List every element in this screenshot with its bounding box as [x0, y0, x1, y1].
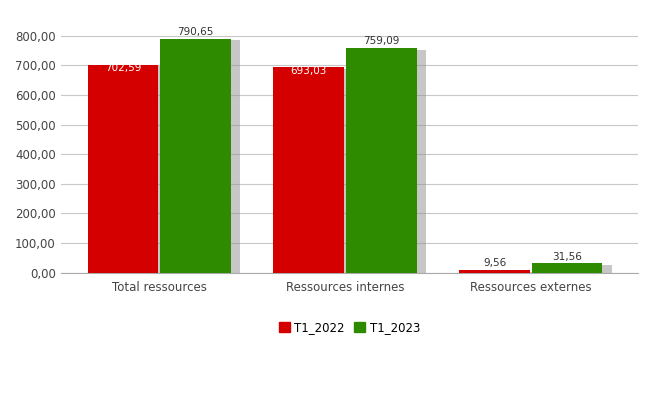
Bar	[346, 48, 417, 273]
Bar	[169, 40, 240, 274]
Legend: T1_2022, T1_2023: T1_2022, T1_2023	[274, 316, 425, 339]
Text: 702,59: 702,59	[104, 63, 141, 73]
Bar	[88, 64, 158, 273]
Bar	[97, 66, 167, 274]
Bar	[274, 68, 344, 273]
Text: 759,09: 759,09	[363, 36, 400, 46]
Bar	[541, 265, 612, 274]
Bar	[160, 38, 231, 273]
Text: 31,56: 31,56	[552, 252, 582, 262]
Bar	[283, 69, 353, 274]
Bar	[532, 263, 603, 273]
Text: 693,03: 693,03	[291, 66, 327, 76]
Text: 9,56: 9,56	[483, 258, 506, 268]
Text: 790,65: 790,65	[177, 27, 214, 37]
Bar	[469, 272, 539, 274]
Bar	[355, 50, 426, 274]
Bar	[459, 270, 530, 273]
